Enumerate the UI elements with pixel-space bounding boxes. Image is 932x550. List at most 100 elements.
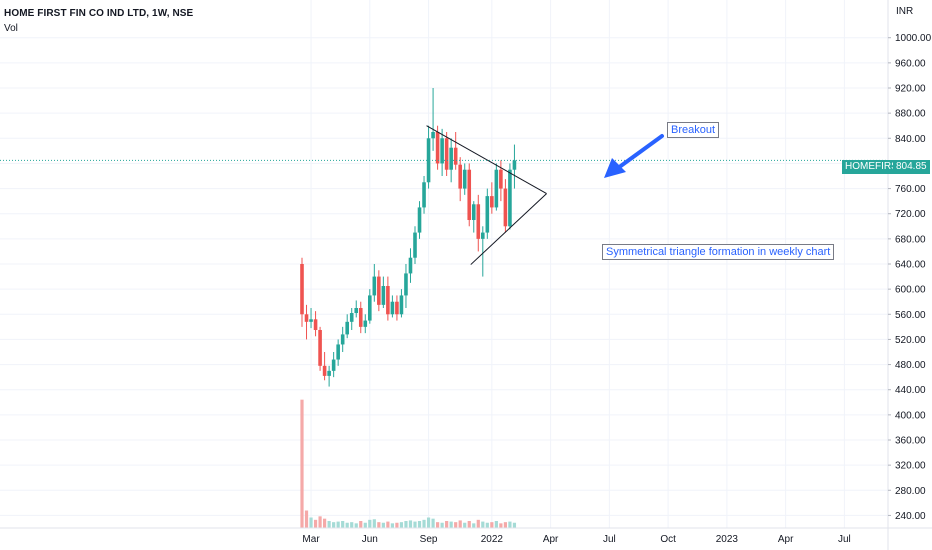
candle bbox=[399, 289, 404, 318]
candle-body bbox=[331, 359, 336, 371]
volume-bar bbox=[512, 522, 517, 528]
candle-body bbox=[300, 264, 304, 315]
candle-body bbox=[431, 132, 435, 139]
candle-body bbox=[481, 232, 485, 239]
volume-bar bbox=[332, 522, 336, 528]
candle-body bbox=[512, 160, 517, 170]
volume-bar bbox=[381, 522, 385, 528]
y-tick-label: 280.00 bbox=[895, 486, 926, 497]
volume-bar bbox=[404, 521, 408, 528]
volume-bar bbox=[390, 523, 394, 528]
candle-body bbox=[440, 138, 444, 164]
y-tick-label: 600.00 bbox=[895, 285, 926, 296]
volume-bar bbox=[463, 522, 467, 528]
candle-body bbox=[318, 330, 322, 366]
y-tick-label: 520.00 bbox=[895, 335, 926, 346]
volume-bar bbox=[485, 522, 489, 528]
candle bbox=[345, 314, 349, 339]
candle bbox=[304, 304, 309, 340]
triangle-lower-line bbox=[470, 193, 547, 265]
volume-bar bbox=[476, 519, 480, 528]
volume-bar bbox=[445, 521, 449, 528]
candle-body bbox=[309, 319, 313, 322]
volume-bars bbox=[300, 399, 517, 528]
candle-body bbox=[368, 295, 372, 321]
volume-bar bbox=[304, 510, 309, 528]
candle bbox=[354, 300, 359, 318]
y-tick-label: 1000.00 bbox=[895, 33, 932, 44]
candle-body bbox=[386, 286, 390, 315]
candle bbox=[444, 132, 449, 176]
volume-bar bbox=[467, 521, 471, 528]
y-tick-label: 240.00 bbox=[895, 511, 926, 522]
candle-body bbox=[363, 320, 368, 327]
candle bbox=[386, 276, 390, 321]
x-tick-label: Apr bbox=[543, 534, 559, 545]
symbol-tag-label: HOMEFIRST bbox=[845, 161, 904, 172]
y-tick-label: 760.00 bbox=[895, 184, 926, 195]
candle-body bbox=[435, 132, 440, 164]
candle bbox=[327, 365, 331, 387]
candle bbox=[408, 248, 413, 283]
volume-bar bbox=[426, 517, 431, 528]
candle-body bbox=[322, 365, 327, 376]
candle-body bbox=[372, 276, 377, 296]
volume-bar bbox=[309, 517, 313, 528]
y-tick-label: 400.00 bbox=[895, 410, 926, 421]
x-tick-label: Jul bbox=[603, 534, 616, 545]
volume-bar bbox=[499, 523, 503, 528]
volume-bar bbox=[449, 521, 453, 528]
candle-body bbox=[413, 232, 417, 258]
candle bbox=[458, 157, 462, 202]
volume-bar bbox=[440, 522, 444, 528]
candle-body bbox=[417, 207, 422, 233]
candle bbox=[322, 352, 327, 381]
volume-bar bbox=[323, 518, 327, 528]
y-tick-label: 360.00 bbox=[895, 436, 926, 447]
y-tick-label: 680.00 bbox=[895, 234, 926, 245]
y-tick-label: 960.00 bbox=[895, 58, 926, 69]
currency-label: INR bbox=[896, 6, 914, 17]
price-axis[interactable]: 240.00 280.00 320.00 360.00 400.00 440.00 480.… bbox=[887, 0, 932, 550]
candle bbox=[476, 194, 481, 252]
candle bbox=[453, 132, 458, 170]
candle bbox=[318, 326, 322, 371]
candle bbox=[395, 295, 399, 321]
x-tick-label: Sep bbox=[420, 534, 438, 545]
volume-bar bbox=[318, 516, 322, 528]
candle-body bbox=[336, 344, 340, 360]
volume-bar bbox=[413, 521, 417, 528]
x-tick-label: 2022 bbox=[481, 534, 504, 545]
candle-body bbox=[444, 138, 449, 170]
candle bbox=[372, 264, 377, 302]
volume-bar bbox=[359, 521, 363, 528]
candle bbox=[494, 163, 499, 211]
candle bbox=[512, 144, 517, 189]
y-tick-label: 320.00 bbox=[895, 461, 926, 472]
symbol-price-tag: HOMEFIRST bbox=[842, 160, 907, 174]
candle-body bbox=[453, 147, 458, 165]
volume-bar bbox=[422, 519, 426, 528]
candle-body bbox=[395, 301, 399, 315]
volume-bar bbox=[490, 522, 494, 528]
volume-bar bbox=[386, 521, 390, 528]
candle bbox=[377, 270, 381, 312]
y-tick-label: 720.00 bbox=[895, 209, 926, 220]
candle bbox=[381, 276, 386, 308]
time-axis[interactable]: Mar Jun Sep 2022 Apr Jul Oct 2023 Apr Jul bbox=[0, 527, 932, 545]
last-price-tag: 804.85 bbox=[893, 160, 930, 174]
candle bbox=[462, 163, 467, 195]
candle bbox=[417, 201, 422, 239]
volume-bar bbox=[341, 521, 345, 528]
x-tick-label: Apr bbox=[778, 534, 794, 545]
candle-body bbox=[508, 169, 512, 227]
volume-bar bbox=[395, 522, 399, 528]
x-tick-label: Jun bbox=[362, 534, 378, 545]
candle-body bbox=[358, 308, 363, 327]
triangle-upper-line bbox=[426, 125, 547, 195]
x-tick-label: 2023 bbox=[716, 534, 739, 545]
volume-bar bbox=[494, 521, 498, 528]
candle-body bbox=[404, 273, 408, 296]
volume-bar bbox=[368, 519, 372, 528]
